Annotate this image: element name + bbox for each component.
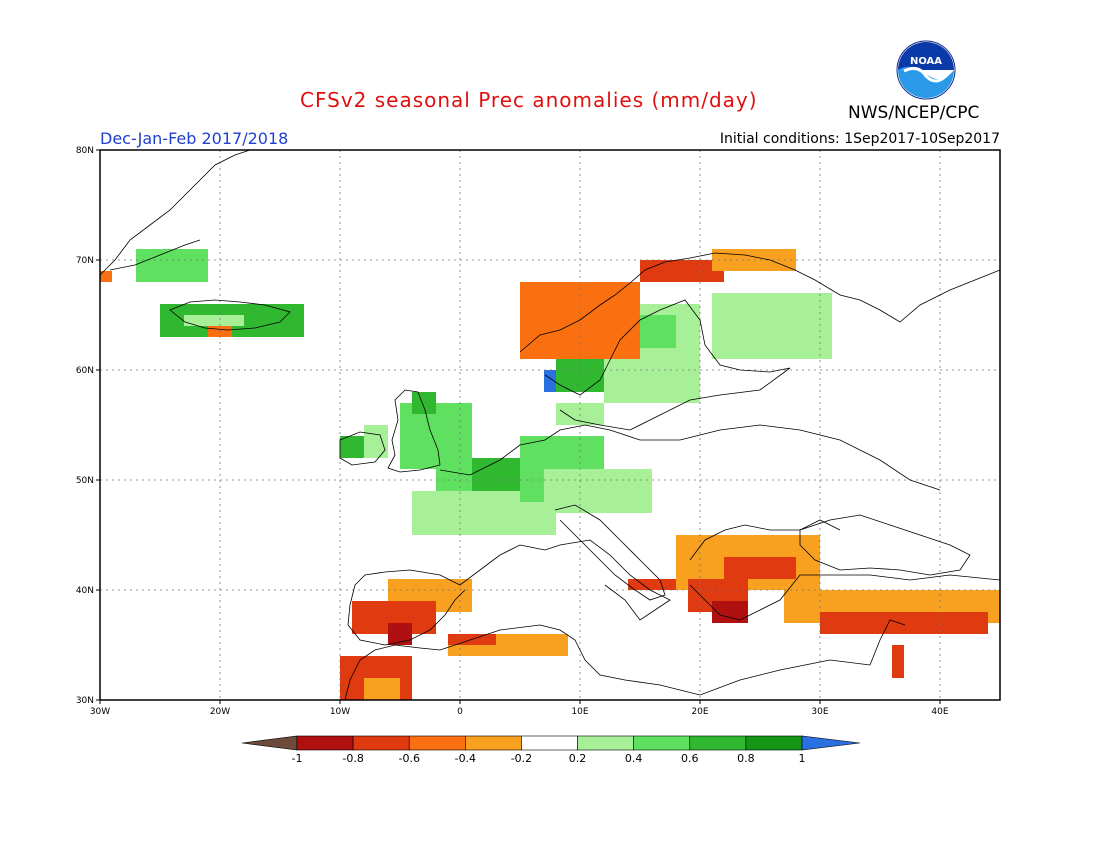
lon-tick-label: 10E xyxy=(571,707,588,717)
anomaly-levant xyxy=(892,645,904,678)
lat-tick-label: 40N xyxy=(76,586,94,596)
map-frame xyxy=(99,149,1001,701)
colorbar-label: -0.4 xyxy=(455,752,476,765)
colorbar-segment xyxy=(465,735,522,751)
lat-tick-label: 70N xyxy=(76,256,94,266)
colorbar-segment xyxy=(408,735,466,751)
colorbar: -1 -0.8 -0.6 -0.4 -0.2 0.2 0.4 0.6 0.8 1 xyxy=(241,735,861,765)
coastlines xyxy=(99,149,1001,701)
coastline-iceland xyxy=(169,299,291,331)
anomaly-central xyxy=(544,469,652,513)
coastline-africa xyxy=(344,619,906,701)
anomaly-ireland xyxy=(364,425,388,458)
colorbar-segment xyxy=(352,735,410,751)
anomaly-layer xyxy=(100,249,1000,700)
colorbar-arrow-right xyxy=(801,735,861,751)
agency-label: NWS/NCEP/CPC xyxy=(848,103,980,123)
anomaly-iceland-west xyxy=(184,315,244,326)
colorbar-label: 0.2 xyxy=(569,752,587,765)
grid-lines xyxy=(96,149,1000,704)
lat-tick-label: 60N xyxy=(76,366,94,376)
colorbar-segment xyxy=(577,735,634,751)
colorbar-label: 1 xyxy=(799,752,806,765)
lon-tick-label: 40E xyxy=(931,707,948,717)
initial-conditions-label: Initial conditions: 1Sep2017-10Sep2017 xyxy=(719,131,1000,147)
anomaly-greenland-east xyxy=(136,249,208,282)
anomaly-turkey-south xyxy=(820,612,988,634)
chart-title: CFSv2 seasonal Prec anomalies (mm/day) xyxy=(300,88,758,112)
anomaly-norway-north xyxy=(640,260,724,282)
coastline-greenland xyxy=(99,149,251,276)
coastline-baltic xyxy=(544,299,791,431)
coastline-scandinavia xyxy=(519,252,1001,353)
coastline-blacksea xyxy=(799,514,971,576)
season-label: Dec-Jan-Feb 2017/2018 xyxy=(100,129,289,148)
colorbar-label: 0.8 xyxy=(737,752,755,765)
colorbar-label: -1 xyxy=(292,752,303,765)
colorbar-label: -0.8 xyxy=(342,752,363,765)
lon-tick-label: 30W xyxy=(90,707,110,717)
anomaly-gibraltar xyxy=(388,623,412,645)
lon-tick-label: 20E xyxy=(691,707,708,717)
coastline-italy xyxy=(554,504,666,601)
colorbar-segment xyxy=(745,735,803,751)
colorbar-label: 0.6 xyxy=(681,752,699,765)
anomaly-norway-coast xyxy=(520,282,640,359)
coastline-continent xyxy=(354,424,1001,621)
anomaly-finland xyxy=(712,293,832,359)
colorbar-label: -0.2 xyxy=(511,752,532,765)
colorbar-label: 0.4 xyxy=(625,752,643,765)
colorbar-segment xyxy=(296,735,354,751)
anomaly-morocco-south xyxy=(364,678,400,700)
anomaly-greece-south xyxy=(712,601,748,623)
lon-tick-label: 10W xyxy=(330,707,350,717)
colorbar-arrow-left xyxy=(241,735,298,751)
lon-tick-label: 30E xyxy=(811,707,828,717)
colorbar-label: -0.6 xyxy=(398,752,419,765)
colorbar-segment xyxy=(689,735,747,751)
colorbar-segment xyxy=(521,735,578,751)
lat-tick-label: 30N xyxy=(76,696,94,706)
anomaly-norway-blue xyxy=(544,370,556,392)
anomaly-italy-south xyxy=(628,579,676,590)
lon-tick-label: 0 xyxy=(457,707,463,717)
anomaly-ireland-west xyxy=(340,436,364,458)
lon-tick-label: 20W xyxy=(210,707,230,717)
lat-tick-labels: 30N 40N 50N 60N 70N 80N xyxy=(76,146,94,706)
anomaly-bulgaria xyxy=(724,557,796,579)
lon-tick-labels: 30W 20W 10W 0 10E 20E 30E 40E xyxy=(90,707,949,717)
lat-tick-label: 80N xyxy=(76,146,94,156)
colorbar-segment xyxy=(633,735,691,751)
coastline-ireland xyxy=(339,431,386,466)
noaa-logo-text: NOAA xyxy=(910,56,942,67)
anomaly-greenland-tip xyxy=(100,271,112,282)
coastline-iberia xyxy=(347,584,466,646)
lat-tick-label: 50N xyxy=(76,476,94,486)
coastline-uk xyxy=(387,389,441,473)
anomaly-norway-south xyxy=(556,359,604,392)
anomaly-britain-north xyxy=(412,392,436,414)
noaa-logo: NOAA xyxy=(896,40,956,100)
